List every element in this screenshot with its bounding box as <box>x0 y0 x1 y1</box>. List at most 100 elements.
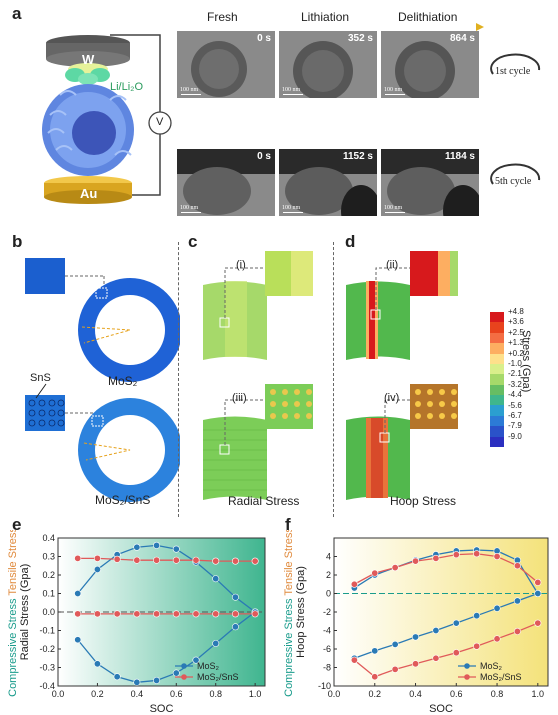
header-lithiation: Lithiation <box>301 10 350 24</box>
data-point <box>391 640 399 648</box>
data-point <box>412 557 420 565</box>
scale-label: 100 nm <box>384 87 403 93</box>
series-line <box>77 611 256 683</box>
electrode-w-label: W <box>82 52 95 67</box>
data-point <box>493 552 501 560</box>
x-tick-label: 0.4 <box>409 689 422 699</box>
y-tick-label: 0.2 <box>42 570 55 580</box>
legend-marker <box>181 663 187 669</box>
y-tick-label: -2 <box>323 607 331 617</box>
colorbar-tick-label: -2.1 <box>508 369 522 379</box>
mos2-label: MoS₂ <box>108 374 138 388</box>
inset-label-iii: (iii) <box>232 392 247 404</box>
data-point <box>473 550 481 558</box>
tem-time: 0 s <box>257 33 271 44</box>
cycle1-label: 1st cycle <box>495 66 531 77</box>
tem-time: 0 s <box>257 151 271 162</box>
device-schematic <box>42 34 172 204</box>
radial-stress-maps <box>203 251 313 500</box>
voltmeter <box>148 111 172 135</box>
data-point <box>74 610 82 618</box>
tem-time: 864 s <box>449 33 475 44</box>
colorbar-swatch <box>490 384 504 396</box>
x-tick-label: 0.6 <box>170 689 183 699</box>
colorbar-tick-label: -4.4 <box>508 390 522 400</box>
data-point <box>534 578 542 586</box>
x-tick-label: 0.4 <box>131 689 144 699</box>
data-point <box>513 627 521 635</box>
data-point <box>153 556 161 564</box>
tensile-label: Tensile Stress <box>7 530 19 596</box>
hoop-stress-title: Hoop Stress <box>390 494 457 508</box>
scale-bar <box>283 212 303 213</box>
data-point <box>113 610 121 618</box>
colorbar-swatch <box>490 415 504 427</box>
scale-bar <box>181 94 201 95</box>
colorbar-swatch <box>490 332 504 344</box>
x-axis-label: SOC <box>150 703 174 715</box>
composite-label: MoS₂/SnS <box>95 493 151 507</box>
scale-bar <box>385 212 405 213</box>
data-point <box>251 610 259 618</box>
legend-label: MoS₂/SnS <box>480 672 522 682</box>
x-tick-label: 0.6 <box>450 689 463 699</box>
chart-hoop-stress: 0.0 0.2 0.4 0.6 0.8 1.0 -10 -8 -6 -4 -2 0 2 4 MoS₂MoS₂… <box>283 530 549 715</box>
data-point <box>371 647 379 655</box>
data-point <box>113 673 121 681</box>
data-point <box>74 589 82 597</box>
legend-marker <box>464 663 470 669</box>
data-point <box>251 557 259 565</box>
data-point <box>93 610 101 618</box>
x-tick-label: 0.8 <box>209 689 222 699</box>
separator <box>178 242 179 517</box>
data-point <box>391 665 399 673</box>
series-line <box>77 557 256 562</box>
data-point <box>371 569 379 577</box>
colorbar-tick-label: -5.6 <box>508 400 522 410</box>
data-point <box>212 610 220 618</box>
x-tick-label: 0.2 <box>91 689 104 699</box>
sns-label: SnS <box>30 372 51 384</box>
data-point <box>452 649 460 657</box>
data-point <box>212 639 220 647</box>
data-point <box>212 575 220 583</box>
data-point <box>133 556 141 564</box>
data-point <box>432 654 440 662</box>
data-point <box>432 554 440 562</box>
y-tick-label: 4 <box>326 552 331 562</box>
data-point <box>391 564 399 572</box>
panel-label-f: f <box>285 515 291 534</box>
panel-b-rings <box>25 258 180 502</box>
data-point <box>192 556 200 564</box>
data-point <box>493 604 501 612</box>
data-point <box>452 619 460 627</box>
data-point <box>231 610 239 618</box>
scale-bar <box>385 94 405 95</box>
data-point <box>172 556 180 564</box>
legend-marker <box>464 674 470 680</box>
colorbar-tick-label: -7.9 <box>508 421 522 431</box>
cycle5-label: 5th cycle <box>495 176 532 187</box>
y-tick-label: -0.3 <box>39 663 55 673</box>
cycle5-badge <box>490 163 541 185</box>
stress-colorbar <box>490 312 504 448</box>
voltmeter-label: V <box>156 116 164 128</box>
colorbar-tick-label: +1.3 <box>508 338 524 348</box>
x-axis-label: SOC <box>429 703 453 715</box>
compressive-label: Compressive Stress <box>283 596 295 697</box>
scale-label: 100 nm <box>180 87 199 93</box>
data-point <box>371 673 379 681</box>
header-fresh: Fresh <box>207 10 238 24</box>
data-point <box>133 543 141 551</box>
data-point <box>513 562 521 570</box>
y-tick-label: -4 <box>323 626 331 636</box>
data-point <box>473 612 481 620</box>
inset-label-ii: (ii) <box>386 259 399 271</box>
colorbar-swatch <box>490 374 504 386</box>
data-point <box>534 589 542 597</box>
y-axis-label: Hoop Stress (Gpa) <box>295 566 307 658</box>
colorbar-swatch <box>490 353 504 365</box>
tem-image-fresh-cycle1: 0 s 100 nm <box>177 31 275 98</box>
data-point <box>493 635 501 643</box>
data-point <box>212 557 220 565</box>
